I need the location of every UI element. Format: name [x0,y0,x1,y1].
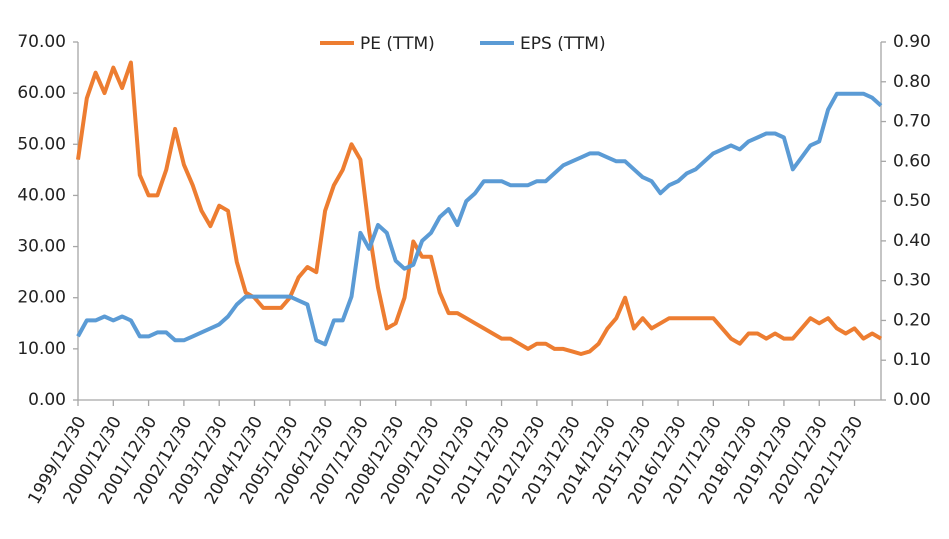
series-line [76,91,883,347]
y2-tick-label: 0.50 [893,191,931,211]
y2-tick-label: 0.10 [893,350,931,370]
y-tick-label: 20.00 [17,288,66,308]
y2-tick-label: 0.30 [893,271,931,291]
y-tick-label: 40.00 [17,185,66,205]
y-tick-label: 0.00 [28,390,66,410]
y2-tick-label: 0.00 [893,390,931,410]
legend-label: EPS (TTM) [520,34,606,54]
y2-tick-label: 0.60 [893,151,931,171]
y-tick-label: 30.00 [17,237,66,257]
y2-tick-label: 0.80 [893,72,931,92]
y2-tick-label: 0.20 [893,310,931,330]
legend-label: PE (TTM) [360,34,435,54]
series-line [76,60,883,356]
y-tick-label: 50.00 [17,134,66,154]
y-tick-label: 60.00 [17,83,66,103]
y-tick-label: 70.00 [17,32,66,52]
y2-tick-label: 0.90 [893,32,931,52]
y2-tick-label: 0.40 [893,231,931,251]
y2-tick-label: 0.70 [893,112,931,132]
y-tick-label: 10.00 [17,339,66,359]
